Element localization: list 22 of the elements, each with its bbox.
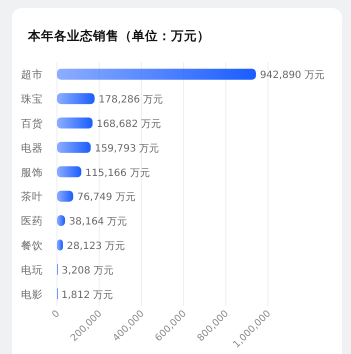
- y-tick-label: 电影: [21, 288, 43, 301]
- data-label: 1,812 万元: [61, 290, 114, 301]
- data-label: 159,793 万元: [94, 143, 160, 154]
- y-tick-label: 茶叶: [21, 190, 43, 204]
- data-label: 3,208 万元: [62, 265, 114, 276]
- data-label: 942,890 万元: [260, 70, 324, 82]
- data-label: 38,164 万元: [69, 216, 128, 228]
- x-tick-label: 0: [50, 308, 62, 320]
- y-tick-label: 电玩: [21, 263, 43, 276]
- data-label: 28,123 万元: [66, 241, 126, 252]
- y-tick-label: 餐饮: [21, 240, 43, 252]
- data-label: 76,749 万元: [77, 192, 136, 204]
- y-tick-label: 珠宝: [21, 92, 43, 106]
- data-label: 115,166 万元: [85, 168, 150, 179]
- y-tick-label: 电器: [21, 141, 43, 154]
- data-label: 178,286 万元: [98, 94, 164, 106]
- y-tick-label: 百货: [21, 118, 43, 130]
- chart-title: 本年各业态销售（单位：万元）: [27, 28, 210, 43]
- y-tick-label: 服饰: [21, 166, 43, 179]
- y-tick-label: 超市: [21, 68, 43, 82]
- y-tick-label: 医药: [21, 214, 43, 228]
- data-label: 168,682 万元: [96, 119, 162, 130]
